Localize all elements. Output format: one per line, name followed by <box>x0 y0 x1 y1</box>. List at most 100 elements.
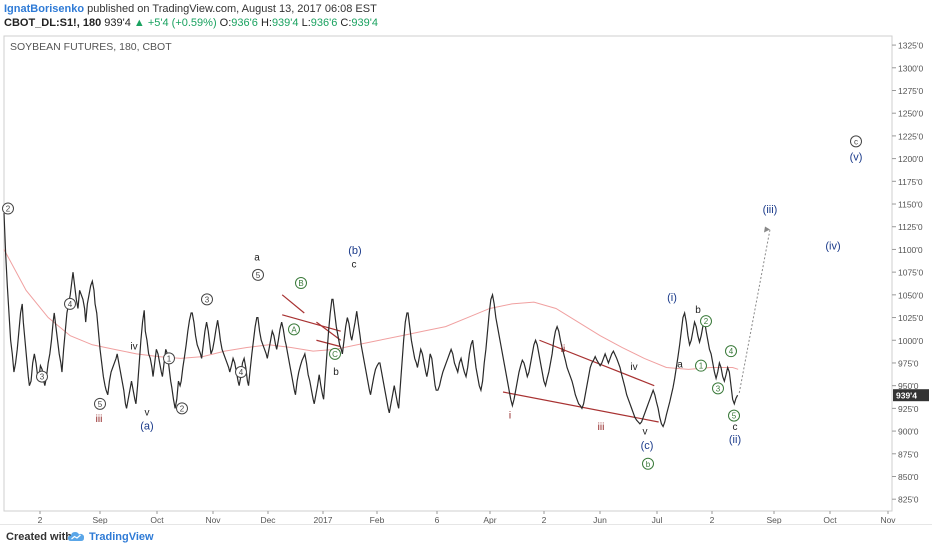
wave-label-w1_jul: 1 <box>699 362 704 371</box>
wave-label-v: v <box>145 408 150 419</box>
x-tick-label: 2 <box>542 515 547 524</box>
wedge-upper-line <box>539 339 655 387</box>
wave-label-w2_oct: 2 <box>180 404 185 413</box>
y-tick-label: 1225'0 <box>898 131 924 141</box>
wave-label-c_blue: (c) <box>641 440 654 452</box>
wave-circle-w3_oct <box>201 293 213 306</box>
x-tick-label: Oct <box>150 515 164 524</box>
y-axis: 1325'0 1300'0 1275'0 1250'0 1225'0 1200'0 1175… <box>892 41 924 505</box>
author-link[interactable]: IgnatBorisenko <box>4 3 85 15</box>
price-chart[interactable]: SOYBEAN FUTURES, 180, CBOT 1325'0 1300'0 1… <box>0 32 932 525</box>
wave-label-i_apr: i <box>509 410 511 421</box>
wave-label-b_green: b <box>646 460 651 469</box>
header-bar: IgnatBorisenko published on TradingView.… <box>0 0 932 32</box>
y-tick-label: 875'0 <box>898 449 919 459</box>
close-value: 939'4 <box>351 17 378 29</box>
x-tick-label: 2 <box>710 515 715 524</box>
wave-circle-w1_jul <box>695 359 707 372</box>
open-label: O: <box>219 17 232 29</box>
wave-circle-w1_oct <box>163 352 175 365</box>
x-tick-label: Jul <box>652 515 663 524</box>
tradingview-brand[interactable]: TradingView <box>89 531 154 543</box>
wave-label-v_jun: v <box>643 427 648 438</box>
y-tick-label: 1250'0 <box>898 109 924 119</box>
wave-label-w1_oct: 1 <box>167 354 172 363</box>
wave-label-i_blue: (i) <box>667 292 677 304</box>
wave-circle-w2_start <box>2 202 14 215</box>
wave-circle-w4_nov <box>235 366 247 379</box>
y-tick-label: 1275'0 <box>898 86 924 96</box>
close-label: C: <box>340 17 352 29</box>
chart-area[interactable]: SOYBEAN FUTURES, 180, CBOT 1325'0 1300'0 1… <box>0 32 932 525</box>
y-tick-label: 850'0 <box>898 472 919 482</box>
y-tick-label: 1000'0 <box>898 336 924 346</box>
wave-circle-w3 <box>36 370 48 383</box>
wave-label-w4_nov: 4 <box>239 368 244 377</box>
wave-label-w5_nov: 5 <box>256 271 261 280</box>
y-tick-label: 1075'0 <box>898 268 924 278</box>
wave-label-c_jan: c <box>352 260 357 271</box>
wave-label-B: B <box>298 279 303 288</box>
y-tick-label: 1125'0 <box>898 222 923 232</box>
wave-label-w5_aug: 5 <box>732 412 737 421</box>
low-label: L: <box>301 17 311 29</box>
x-tick-label: Feb <box>370 515 385 524</box>
plot-frame <box>3 35 893 512</box>
wave-label-iii_blue: (iii) <box>763 204 778 216</box>
y-tick-label: 1050'0 <box>898 290 924 300</box>
wave-label-a_top: a <box>254 252 260 263</box>
y-tick-label: 1175'0 <box>898 177 923 187</box>
wave-label-b_jul: b <box>695 305 701 316</box>
y-tick-label: 1300'0 <box>898 63 924 73</box>
y-tick-label: 900'0 <box>898 427 919 437</box>
moving-average-line <box>3 249 739 370</box>
y-tick-label: 1100'0 <box>898 245 923 255</box>
wave-circle-b_green <box>642 457 654 470</box>
chart-title: SOYBEAN FUTURES, 180, CBOT <box>10 41 172 53</box>
published-text: published on TradingView.com, August 13,… <box>87 3 377 15</box>
wave-label-w3_oct: 3 <box>205 295 210 304</box>
footer: Created with TradingView <box>0 524 932 551</box>
high-label: H: <box>260 17 272 29</box>
wave-label-w4: 4 <box>68 300 73 309</box>
price-tag: 939'4 <box>893 389 929 402</box>
created-with-text: Created with <box>6 531 73 543</box>
low-value: 936'6 <box>310 17 338 29</box>
x-tick-label: Dec <box>260 515 276 524</box>
projection-arrowhead <box>764 226 770 233</box>
wave-label-b_dec: b <box>333 367 339 378</box>
wave-label-w2_start: 2 <box>6 205 11 214</box>
tradingview-cloud-icon <box>68 532 85 541</box>
wave-label-c_green: c <box>854 137 858 146</box>
wave-label-C: C <box>332 350 338 359</box>
series-layer <box>3 213 739 428</box>
wave-circle-w5_aug <box>728 409 740 422</box>
wave-circle-C <box>329 347 341 360</box>
x-tick-label: Sep <box>92 515 107 524</box>
y-tick-label: 950'0 <box>898 381 919 391</box>
x-tick-label: Jun <box>593 515 607 524</box>
wave-labels: 2345iiiivv(a)1234a5BACb(b)ciiiiiiivv(c)b… <box>2 135 862 470</box>
last-price-tag-label: 939'4 <box>896 391 917 401</box>
wave-label-iv_blue: (iv) <box>825 240 840 252</box>
publish-info: IgnatBorisenko published on TradingView.… <box>4 3 377 15</box>
wave-circle-w3_jul <box>712 382 724 395</box>
wave-label-iv: iv <box>130 341 137 352</box>
wave-circle-w2_jul <box>700 315 712 328</box>
x-tick-label: Nov <box>880 515 896 524</box>
y-tick-label: 1150'0 <box>898 200 923 210</box>
y-tick-label: 1325'0 <box>898 41 924 51</box>
wave-circle-w5_nov <box>252 268 264 281</box>
wave-label-ii_blue: (ii) <box>729 434 741 446</box>
wave-label-w4_jul: 4 <box>729 347 734 356</box>
last-price-tag-box <box>893 389 929 402</box>
wave-label-w3_jul: 3 <box>716 384 721 393</box>
wave-label-iii: iii <box>96 414 103 425</box>
wave-circle-A <box>288 323 300 336</box>
last-price: 939'4 <box>104 17 131 29</box>
trendline-bottom-a <box>282 314 341 332</box>
x-tick-label: Apr <box>483 515 496 524</box>
trendline-top-a <box>281 294 305 314</box>
high-value: 939'4 <box>271 17 299 29</box>
x-tick-label: Oct <box>823 515 837 524</box>
